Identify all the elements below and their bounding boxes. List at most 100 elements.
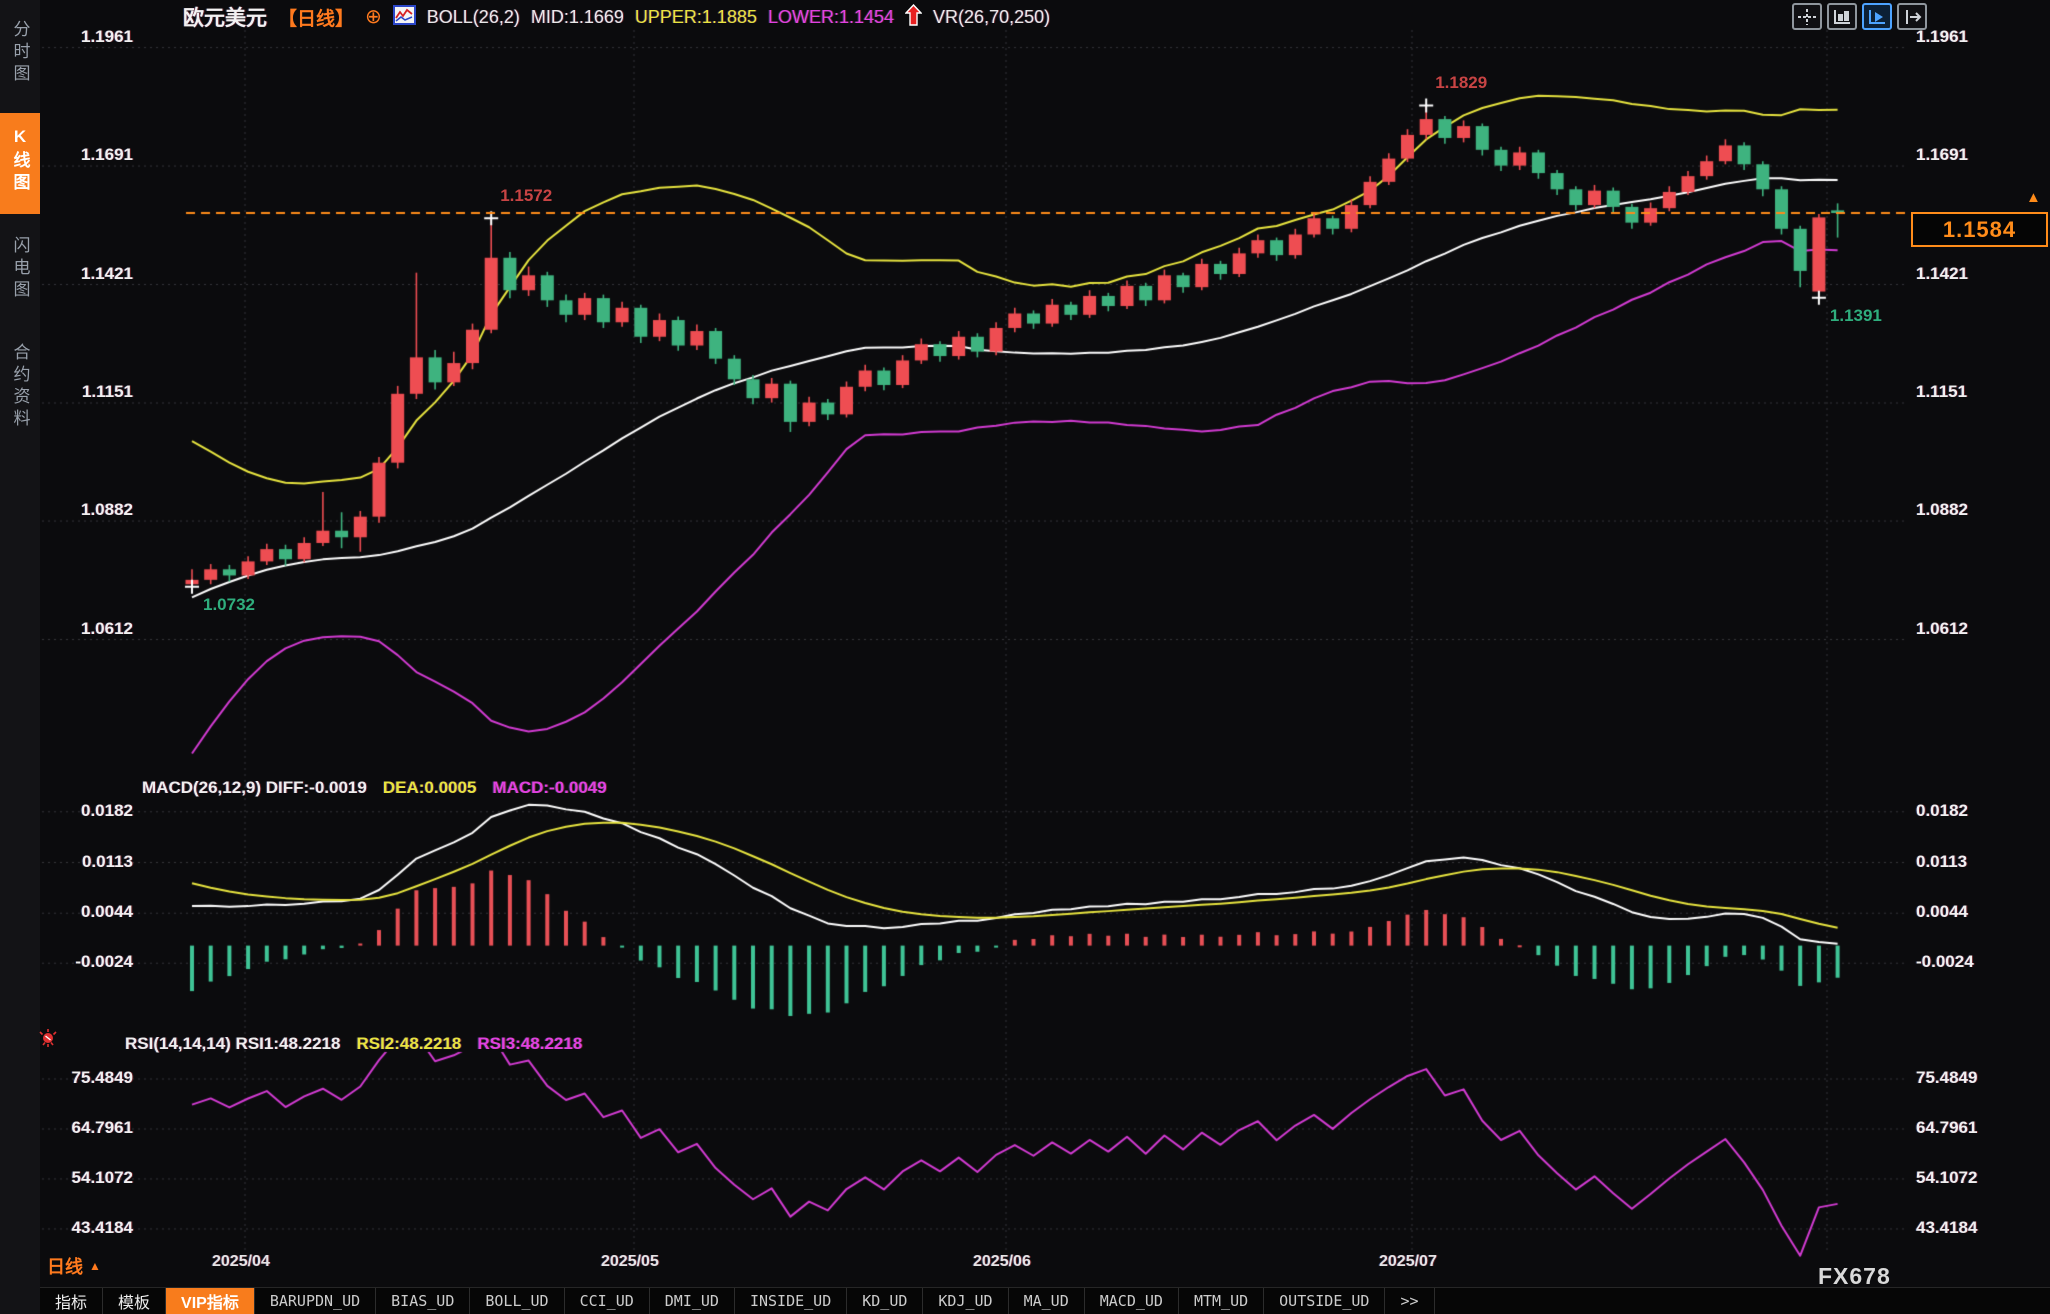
tab-MACD_UD[interactable]: MACD_UD: [1085, 1288, 1179, 1314]
y-axis-main-left-5: 1.0612: [81, 618, 133, 638]
period-selector[interactable]: 日线 ▲: [47, 1253, 101, 1279]
boll-lower-value: LOWER:1.1454: [767, 6, 895, 27]
toolbar-button-axis-scale[interactable]: [1827, 3, 1857, 30]
sidebar-item-label: 合约资料: [10, 343, 30, 431]
tab-CCI_UD[interactable]: CCI_UD: [565, 1288, 650, 1314]
y-axis-main-right-0: 1.1961: [1916, 26, 1968, 46]
tab-BIAS_UD[interactable]: BIAS_UD: [376, 1288, 471, 1314]
y-axis-rsi-left-0: 75.4849: [71, 1068, 133, 1087]
macd-header: MACD(26,12,9) DIFF:-0.0019 DEA:0.0005 MA…: [142, 778, 607, 798]
sidebar-item-label: 闪电图: [10, 236, 30, 302]
y-axis-rsi-left-3: 43.4184: [71, 1217, 133, 1237]
sidebar-item-0[interactable]: 分时图: [0, 6, 40, 105]
panel-collapse-icon: [1906, 9, 1922, 24]
boll-upper-value: UPPER:1.1885: [634, 6, 757, 27]
period-tag: 【日线】: [278, 8, 355, 30]
y-axis-macd-right-0: 0.0182: [1916, 800, 1968, 820]
crosshair-move-icon: [1798, 8, 1816, 25]
y-axis-rsi-right-0: 75.4849: [1916, 1068, 1978, 1087]
boll-param-label: BOLL(26,2): [426, 6, 520, 27]
vr-param-label: VR(26,70,250): [933, 6, 1051, 27]
tab-BARUPDN_UD[interactable]: BARUPDN_UD: [255, 1288, 377, 1314]
sidebar-item-3[interactable]: 合约资料: [0, 329, 40, 450]
macd-dea-value: DEA:0.0005: [382, 778, 477, 797]
sidebar-item-1[interactable]: K线图: [0, 113, 40, 214]
axis-play-icon: [1869, 9, 1885, 24]
tab-指标[interactable]: 指标: [40, 1288, 104, 1314]
macd-diff-value: MACD(26,12,9) DIFF:-0.0019: [142, 778, 367, 797]
y-axis-main-left-4: 1.0882: [81, 500, 133, 520]
y-axis-macd-left-0: 0.0182: [81, 800, 133, 820]
y-axis-rsi-left-2: 54.1072: [71, 1167, 133, 1187]
tab->>[interactable]: >>: [1385, 1288, 1435, 1314]
sidebar-item-label: K线图: [10, 127, 30, 195]
toolbar-button-panel-collapse[interactable]: [1897, 3, 1927, 30]
y-axis-main-left-0: 1.1961: [81, 26, 133, 46]
y-axis-rsi-right-2: 54.1072: [1916, 1167, 1978, 1187]
y-axis-main-left-2: 1.1421: [81, 263, 133, 283]
x-axis-date-2: 2025/06: [973, 1253, 1031, 1270]
y-axis-rsi-right-1: 64.7961: [1916, 1117, 1978, 1137]
toolbar-button-crosshair-move[interactable]: [1792, 3, 1822, 30]
add-overlay-icon[interactable]: ⊕: [365, 6, 382, 28]
y-axis-main-right-5: 1.0612: [1916, 618, 1968, 638]
toolbar-button-axis-play[interactable]: [1862, 3, 1892, 30]
y-axis-main-right-1: 1.1691: [1916, 145, 1968, 165]
sidebar-item-label: 分时图: [10, 20, 30, 86]
price-marker-label-1.1572: 1.1572: [500, 186, 553, 206]
period-selector-label: 日线: [47, 1257, 83, 1277]
tab-DMI_UD[interactable]: DMI_UD: [650, 1288, 735, 1314]
alert-icon[interactable]: [36, 1028, 60, 1052]
price-up-arrow-icon: ▲: [2026, 189, 2041, 206]
boll-mid-value: MID:1.1669: [530, 6, 624, 27]
indicator-tabbar: 指标 模板 VIP指标 BARUPDN_UD BIAS_UD BOLL_UD CCI_UD D…: [40, 1287, 2050, 1314]
y-axis-main-left-1: 1.1691: [81, 145, 133, 165]
current-price-value: 1.1584: [1942, 216, 2017, 242]
rsi3-value: RSI3:48.2218: [477, 1034, 583, 1053]
y-axis-rsi-left-1: 64.7961: [71, 1117, 133, 1137]
x-axis-date-1: 2025/05: [601, 1253, 659, 1270]
axis-scale-icon: [1834, 9, 1850, 24]
y-axis-macd-left-1: 0.0113: [81, 851, 133, 871]
tab-KDJ_UD[interactable]: KDJ_UD: [923, 1288, 1009, 1314]
tab-MA_UD[interactable]: MA_UD: [1009, 1288, 1085, 1314]
tab-BOLL_UD[interactable]: BOLL_UD: [470, 1288, 565, 1314]
price-marker-label-1.0732: 1.0732: [203, 594, 255, 614]
price-marker-label-1.1391: 1.1391: [1829, 305, 1882, 325]
chevron-up-icon: ▲: [89, 1259, 101, 1273]
chart-header: 欧元美元 【日线】 ⊕ BOLL(26,2) MID:1.1669 UPPER:…: [183, 3, 1051, 31]
y-axis-main-left-3: 1.1151: [81, 382, 133, 401]
x-axis-date-0: 2025/04: [212, 1253, 270, 1270]
brand-watermark: FX678: [1818, 1263, 1891, 1289]
buy-signal-arrow-icon: [904, 3, 923, 31]
tab-INSIDE_UD[interactable]: INSIDE_UD: [735, 1288, 848, 1314]
tab-VIP指标[interactable]: VIP指标: [166, 1288, 255, 1314]
tab-MTM_UD[interactable]: MTM_UD: [1179, 1288, 1265, 1314]
chart-toolbar: [1792, 3, 1927, 30]
rsi-header: RSI(14,14,14) RSI1:48.2218 RSI2:48.2218 …: [125, 1034, 582, 1054]
y-axis-main-right-4: 1.0882: [1916, 500, 1968, 520]
y-axis-macd-right-1: 0.0113: [1916, 851, 1968, 871]
tab-模板[interactable]: 模板: [103, 1288, 167, 1314]
current-price-tag: 1.1584: [1911, 212, 2048, 247]
price-marker-label-1.1829: 1.1829: [1435, 73, 1488, 93]
chart-type-sidebar: 分时图 K线图闪电图合约资料: [0, 0, 40, 1314]
y-axis-macd-left-3: -0.0024: [75, 952, 133, 972]
y-axis-main-right-2: 1.1421: [1916, 263, 1968, 283]
tab-OUTSIDE_UD[interactable]: OUTSIDE_UD: [1264, 1288, 1386, 1314]
sidebar-item-2[interactable]: 闪电图: [0, 222, 40, 321]
y-axis-main-right-3: 1.1151: [1916, 382, 1968, 401]
rsi2-value: RSI2:48.2218: [356, 1034, 462, 1053]
y-axis-macd-right-3: -0.0024: [1916, 952, 1974, 972]
y-axis-rsi-right-3: 43.4184: [1916, 1217, 1978, 1237]
rsi1-value: RSI(14,14,14) RSI1:48.2218: [125, 1034, 341, 1053]
y-axis-macd-left-2: 0.0044: [81, 902, 133, 922]
macd-macd-value: MACD:-0.0049: [492, 778, 607, 797]
mini-chart-icon[interactable]: [392, 4, 416, 30]
x-axis-date-3: 2025/07: [1379, 1253, 1437, 1270]
tab-KD_UD[interactable]: KD_UD: [847, 1288, 924, 1314]
y-axis-macd-right-2: 0.0044: [1916, 902, 1968, 922]
symbol-name: 欧元美元: [183, 7, 267, 30]
